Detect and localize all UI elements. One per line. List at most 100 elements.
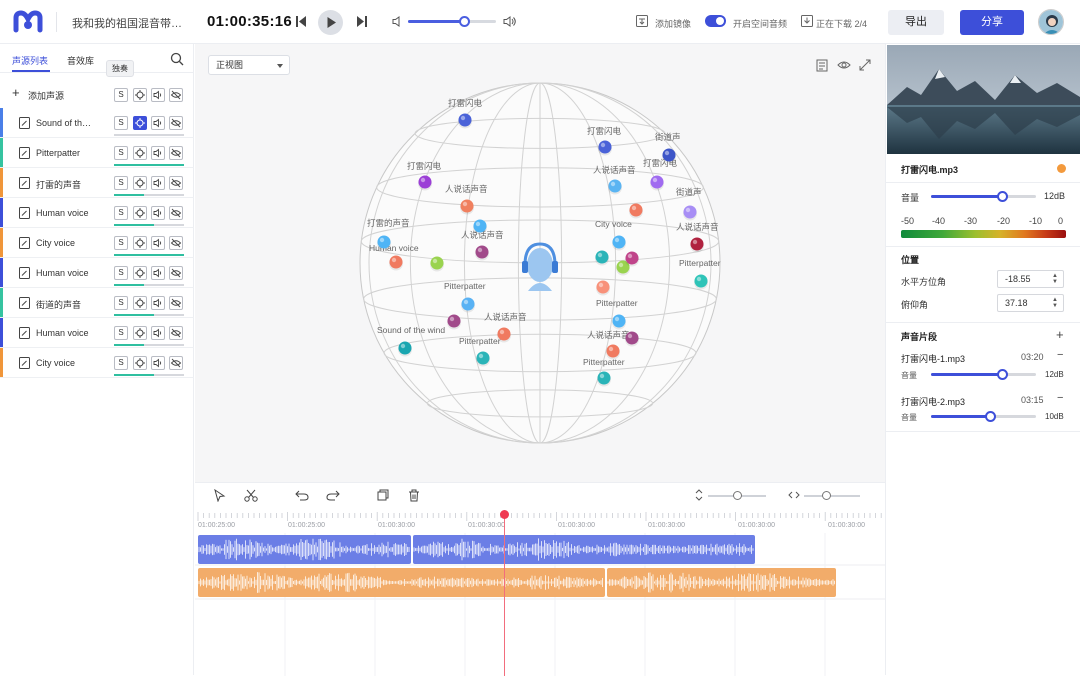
master-volume-slider[interactable]	[408, 16, 496, 27]
audio-clip[interactable]	[413, 535, 755, 564]
user-avatar[interactable]	[1038, 9, 1064, 35]
mute-button[interactable]	[151, 176, 165, 190]
playhead-line[interactable]	[504, 512, 505, 676]
sound-source-dot[interactable]	[461, 297, 475, 313]
spatial-button[interactable]	[133, 176, 147, 190]
source-name[interactable]: Human voice	[36, 328, 89, 338]
sound-source-dot[interactable]	[418, 175, 432, 191]
azimuth-input[interactable]: -18.55 ▲ ▼	[997, 270, 1064, 288]
sound-source-dot[interactable]	[475, 245, 489, 261]
play-button[interactable]	[318, 10, 343, 35]
sound-source-dot[interactable]	[460, 199, 474, 215]
spatial-button[interactable]	[133, 326, 147, 340]
sound-source-dot[interactable]	[690, 237, 704, 253]
file-edit-icon[interactable]	[19, 297, 30, 309]
hide-button[interactable]	[169, 236, 183, 250]
plus-icon[interactable]: +	[12, 85, 20, 100]
collapse-icon[interactable]	[859, 59, 871, 71]
stepper-arrows-icon[interactable]: ▲ ▼	[1052, 297, 1058, 309]
time-ruler[interactable]: 01:00:25:00 01:00:25:00 01:00:30:00 01:00:3…	[195, 509, 885, 533]
sound-source-dot[interactable]	[473, 219, 487, 235]
scissors-icon[interactable]	[244, 489, 258, 502]
spatial-button[interactable]	[133, 116, 147, 130]
add-source-button[interactable]: 添加声源	[28, 91, 65, 101]
sound-source-dot[interactable]	[616, 260, 630, 276]
sound-source-dot[interactable]	[430, 256, 444, 272]
segment-volume-slider[interactable]	[931, 369, 1036, 380]
file-edit-icon[interactable]	[19, 147, 30, 159]
spatial-audio-toggle[interactable]	[705, 15, 726, 27]
mute-button[interactable]	[151, 266, 165, 280]
hide-button[interactable]	[169, 206, 183, 220]
sound-source-dot[interactable]	[476, 351, 490, 367]
segment-name[interactable]: 打雷闪电-2.mp3	[901, 397, 966, 407]
listener-head-icon[interactable]	[522, 242, 558, 291]
hide-button[interactable]	[169, 146, 183, 160]
spatial-button[interactable]	[133, 236, 147, 250]
volume-high-icon[interactable]	[503, 15, 517, 28]
volume-low-icon[interactable]	[392, 16, 402, 27]
sound-source-dot[interactable]	[377, 235, 391, 251]
playhead-handle[interactable]	[500, 510, 509, 519]
spatial-all-button[interactable]	[133, 88, 147, 102]
sound-source-dot[interactable]	[497, 327, 511, 343]
sound-source-dot[interactable]	[650, 175, 664, 191]
sound-source-dot[interactable]	[596, 280, 610, 296]
view-mode-select[interactable]: 正视图	[208, 55, 290, 75]
mute-button[interactable]	[151, 146, 165, 160]
volume-slider[interactable]	[931, 191, 1036, 202]
duplicate-icon[interactable]	[377, 489, 389, 501]
track-area[interactable]	[195, 533, 885, 676]
sound-source-dot[interactable]	[389, 255, 403, 271]
hide-button[interactable]	[169, 356, 183, 370]
solo-button[interactable]: S	[114, 296, 128, 310]
sound-source-dot[interactable]	[608, 179, 622, 195]
spatial-stage[interactable]: 正视图 打雷闪电 打雷闪电 街道声 打雷闪电 打雷闪电 人说话声音 人说话声音 街道声 人说话声…	[195, 44, 885, 482]
eye-icon[interactable]	[837, 60, 851, 70]
source-row[interactable]: City voice S	[0, 228, 194, 258]
solo-button[interactable]: S	[114, 356, 128, 370]
spatial-button[interactable]	[133, 356, 147, 370]
source-row[interactable]: 打雷的声音 S	[0, 168, 194, 198]
spatial-button[interactable]	[133, 206, 147, 220]
solo-button[interactable]: S	[114, 176, 128, 190]
remove-segment-icon[interactable]: −	[1057, 349, 1064, 361]
volume-knob[interactable]	[459, 16, 471, 27]
skip-back-icon[interactable]	[296, 16, 306, 27]
spatial-button[interactable]	[133, 146, 147, 160]
sound-source-dot[interactable]	[606, 344, 620, 360]
source-name[interactable]: Human voice	[36, 268, 89, 278]
hide-button[interactable]	[169, 296, 183, 310]
file-edit-icon[interactable]	[19, 267, 30, 279]
horizontal-zoom-slider[interactable]	[804, 491, 860, 500]
source-row[interactable]: Human voice S	[0, 318, 194, 348]
sound-source-dot[interactable]	[629, 203, 643, 219]
sound-source-dot[interactable]	[612, 314, 626, 330]
source-name[interactable]: 打雷的声音	[36, 180, 82, 190]
source-name[interactable]: 街道的声音	[36, 300, 82, 310]
skip-forward-icon[interactable]	[357, 16, 367, 27]
spatial-button[interactable]	[133, 296, 147, 310]
sound-source-dot[interactable]	[683, 205, 697, 221]
solo-button[interactable]: S	[114, 326, 128, 340]
app-logo[interactable]	[12, 10, 44, 34]
slider-knob[interactable]	[733, 491, 742, 500]
redo-icon[interactable]	[326, 489, 340, 501]
document-title[interactable]: 我和我的祖国混音带…	[72, 18, 182, 30]
file-edit-icon[interactable]	[19, 207, 30, 219]
file-color-dot[interactable]	[1057, 164, 1066, 173]
volume-knob[interactable]	[997, 191, 1009, 202]
hide-button[interactable]	[169, 176, 183, 190]
mute-button[interactable]	[151, 296, 165, 310]
source-name[interactable]: Pitterpatter	[36, 148, 81, 158]
source-row[interactable]: Human voice S	[0, 258, 194, 288]
source-row[interactable]: City voice S	[0, 348, 194, 378]
pointer-icon[interactable]	[214, 489, 226, 502]
tab-source-list[interactable]: 声源列表	[12, 56, 49, 66]
export-button[interactable]: 导出	[888, 10, 944, 35]
spatial-button[interactable]	[133, 266, 147, 280]
mute-button[interactable]	[151, 356, 165, 370]
sound-source-dot[interactable]	[595, 250, 609, 266]
delete-icon[interactable]	[408, 489, 420, 502]
